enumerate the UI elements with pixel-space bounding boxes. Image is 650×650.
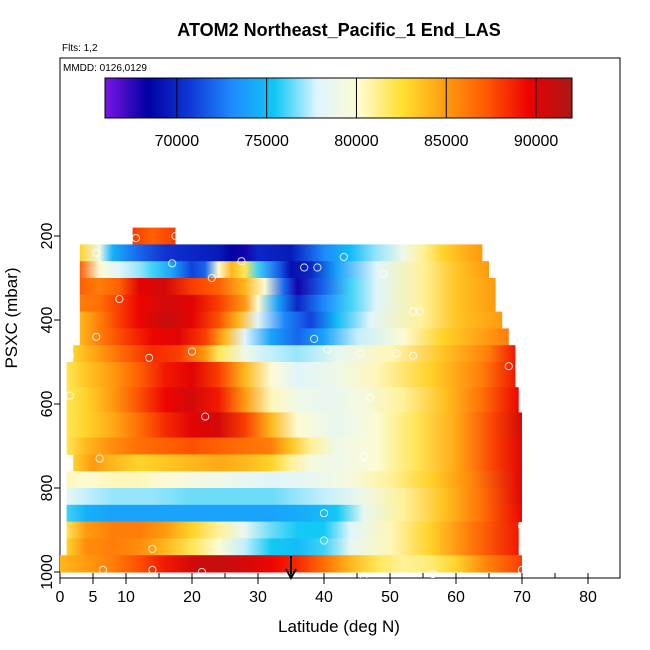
y-tick-label: 800 — [39, 475, 56, 502]
y-axis-label: PSXC (mbar) — [2, 267, 21, 368]
x-axis-label: Latitude (deg N) — [278, 617, 400, 636]
heatmap-layer — [79, 311, 503, 329]
colorbar-tick-label: 90000 — [514, 133, 559, 150]
sample-points — [65, 231, 527, 578]
sample-point — [95, 454, 104, 463]
x-tick-label: 60 — [447, 589, 465, 606]
heatmap-layer — [73, 345, 516, 363]
x-tick-label: 70 — [513, 589, 531, 606]
sample-point — [65, 351, 75, 360]
sample-point — [504, 362, 513, 371]
sample-point — [359, 452, 368, 461]
sample-point — [168, 259, 177, 268]
heatmap-layers — [60, 227, 522, 573]
sample-point — [415, 307, 424, 316]
heatmap-layer — [66, 387, 519, 413]
sample-point — [339, 252, 348, 262]
sample-point — [237, 257, 246, 266]
x-tick-label: 0 — [56, 589, 65, 606]
y-tick-label: 400 — [39, 307, 56, 334]
heatmap-layer — [79, 261, 490, 279]
sample-point — [171, 231, 180, 241]
x-tick-label: 5 — [89, 589, 98, 606]
heatmap-layer — [66, 521, 519, 539]
heatmap-layer — [66, 362, 516, 388]
sample-point — [409, 307, 418, 316]
sample-point — [201, 412, 210, 421]
y-axis: 200 400 600 800 1000 — [39, 223, 60, 590]
sample-point — [484, 244, 494, 253]
flights-note: Flts: 1,2 — [62, 43, 98, 54]
sample-point — [131, 234, 140, 243]
sample-point — [356, 349, 365, 358]
sample-point — [313, 263, 322, 272]
y-tick-label: 200 — [39, 223, 56, 250]
sample-point — [310, 334, 319, 343]
colorbar: 70000 75000 80000 85000 90000 — [104, 77, 573, 150]
sample-point — [187, 347, 197, 356]
sample-point — [145, 353, 154, 362]
sample-point — [359, 572, 368, 578]
x-tick-label: 40 — [315, 589, 333, 606]
sample-point — [319, 509, 329, 518]
sample-point — [366, 393, 375, 402]
heatmap-layer — [66, 437, 522, 455]
heatmap-layer — [79, 328, 509, 346]
sample-point — [98, 565, 108, 575]
colorbar-ticks: 70000 75000 80000 85000 90000 — [155, 78, 559, 150]
heatmap-layer — [66, 504, 522, 523]
sample-point — [517, 521, 527, 530]
sample-point — [115, 294, 124, 304]
colorbar-tick-label: 85000 — [424, 133, 469, 150]
x-tick-label: 30 — [249, 589, 267, 606]
dates-note: MMDD: 0126,0129 — [63, 63, 147, 74]
x-tick-label: 80 — [579, 589, 597, 606]
chart-title: ATOM2 Northeast_Pacific_1 End_LAS — [177, 20, 500, 40]
heatmap-layer — [132, 227, 176, 245]
plot-frame — [59, 57, 621, 579]
colorbar-tick-label: 80000 — [334, 133, 379, 150]
x-tick-label: 20 — [183, 589, 201, 606]
sample-point — [92, 248, 101, 257]
colorbar-tick-label: 70000 — [155, 133, 200, 150]
x-tick-label: 50 — [381, 589, 399, 606]
colorbar-tick-label: 75000 — [244, 133, 289, 150]
sample-point — [92, 332, 101, 341]
sample-point — [409, 351, 418, 360]
sample-point — [379, 269, 388, 278]
heatmap-layer — [79, 278, 496, 296]
sample-point — [392, 349, 401, 358]
sample-point — [428, 570, 437, 578]
colorbar-bar — [104, 77, 573, 119]
sample-point — [300, 263, 309, 272]
heatmap-layer — [66, 538, 519, 556]
y-tick-label: 600 — [39, 391, 56, 418]
sample-point — [319, 536, 329, 545]
sample-point — [148, 565, 157, 575]
y-tick-label: 1000 — [39, 554, 56, 590]
heatmap-layer — [73, 454, 522, 472]
sample-point — [323, 345, 332, 354]
sample-point — [148, 544, 157, 554]
sample-point — [197, 567, 206, 577]
heatmap-layer — [66, 412, 522, 439]
sample-point — [65, 391, 75, 400]
heatmap-layer — [79, 244, 483, 262]
heatmap-layer — [79, 294, 496, 313]
sample-point — [207, 273, 216, 283]
heatmap-layer — [66, 488, 522, 506]
x-axis: 0 5 10 20 30 40 50 60 70 80 — [56, 573, 597, 606]
x-tick-label: 10 — [117, 589, 135, 606]
heatmap-layer — [66, 471, 522, 489]
